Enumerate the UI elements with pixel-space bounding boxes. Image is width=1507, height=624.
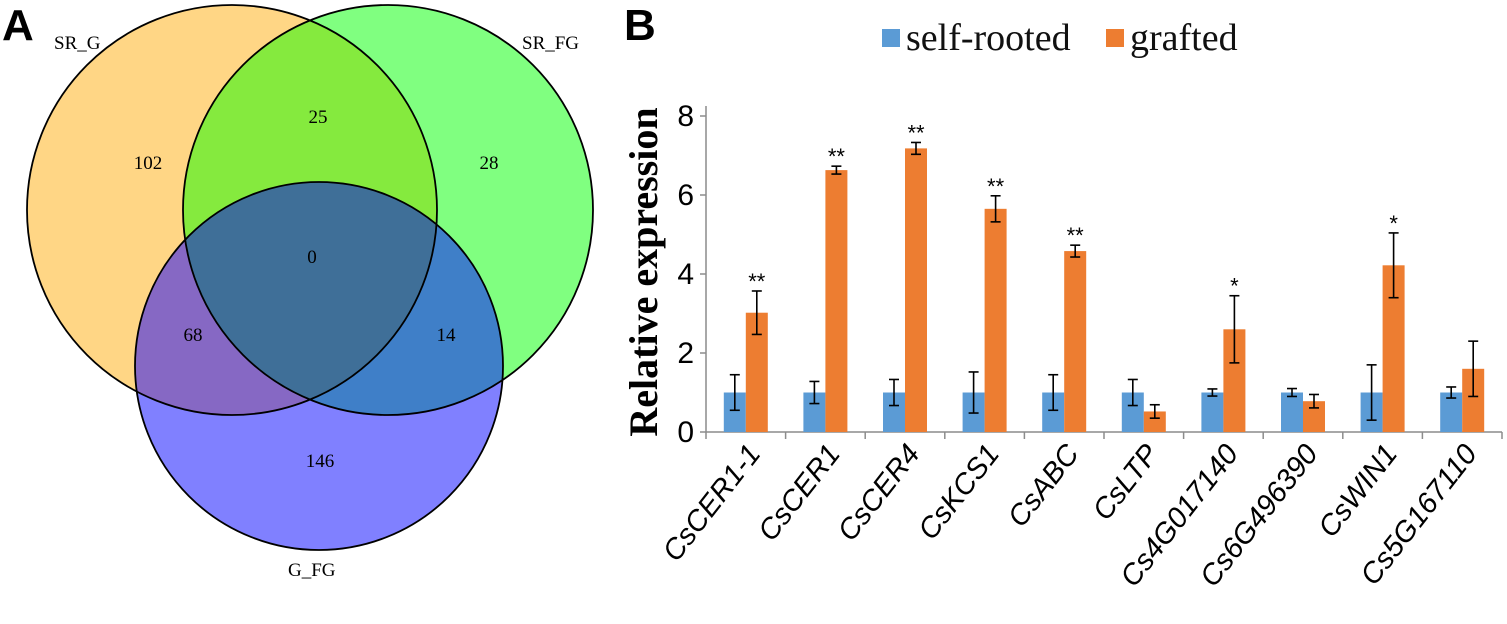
bar-grafted <box>984 208 1007 432</box>
legend-label-self-rooted: self-rooted <box>906 17 1071 59</box>
significance-mark: * <box>1389 211 1398 236</box>
venn-count-sr-g-g-fg: 68 <box>184 325 203 346</box>
bar-chart-panel: B self-rooted grafted Relative expressio… <box>621 1 1503 593</box>
x-tick-label: CsKCS1 <box>912 439 1006 546</box>
error-bar <box>1127 378 1138 407</box>
venn-count-sr-g-sr-fg: 25 <box>309 107 328 128</box>
bar-grafted <box>1462 368 1485 432</box>
significance-mark: ** <box>828 144 846 169</box>
venn-count-sr-fg-only: 28 <box>480 153 499 174</box>
error-bar <box>1229 294 1240 364</box>
bars: ************ <box>723 120 1485 433</box>
y-tick-label: 6 <box>677 179 694 212</box>
venn-panel: A SR_G SR_FG G_FG <box>2 1 594 581</box>
bar-grafted <box>745 312 768 432</box>
error-bar <box>1309 393 1319 409</box>
error-bar <box>1287 387 1297 398</box>
bar-grafted <box>905 148 927 432</box>
venn-count-all: 0 <box>307 247 317 268</box>
bar-self-rooted <box>723 392 746 432</box>
error-bar <box>809 380 820 405</box>
error-bar <box>889 378 899 407</box>
x-tick-label: CsCER1 <box>752 439 847 548</box>
bar-grafted <box>1382 265 1405 432</box>
error-bar <box>1446 386 1457 399</box>
x-tick-label: CsABC <box>1002 438 1086 533</box>
significance-mark: ** <box>987 174 1005 199</box>
bar-grafted <box>1143 411 1166 432</box>
error-bar <box>1149 403 1160 419</box>
error-bar <box>1207 388 1218 397</box>
bar-self-rooted <box>1042 392 1065 432</box>
error-bar <box>1388 232 1399 299</box>
venn-count-sr-g-only: 102 <box>134 153 163 174</box>
venn-circle-sr-g <box>26 4 438 416</box>
y-tick-label: 4 <box>677 258 694 291</box>
bar-grafted <box>1064 251 1087 432</box>
x-tick-label: CsLTP <box>1087 438 1166 526</box>
error-bar <box>831 165 842 175</box>
y-axis-title: Relative expression <box>621 107 666 436</box>
significance-mark: ** <box>748 269 766 294</box>
legend-swatch-self-rooted <box>882 29 900 47</box>
bar-self-rooted <box>803 392 826 432</box>
panel-b-label: B <box>624 1 656 50</box>
bar-grafted <box>825 170 848 433</box>
venn-set-label-g-fg: G_FG <box>288 560 336 581</box>
error-bar <box>1070 244 1081 258</box>
error-bar <box>751 290 762 336</box>
y-tick-label: 0 <box>677 416 694 449</box>
error-bar <box>1048 373 1059 412</box>
chart-legend: self-rooted grafted <box>882 17 1238 59</box>
venn-count-sr-fg-g-fg: 14 <box>437 325 457 346</box>
panel-a-label: A <box>2 1 34 50</box>
y-tick-label: 8 <box>677 100 694 133</box>
bar-self-rooted <box>1440 392 1463 432</box>
x-tick-label: CsCER1-1 <box>657 439 768 568</box>
bar-self-rooted <box>1281 392 1303 432</box>
venn-overlap-all <box>183 182 437 415</box>
bar-grafted <box>1223 329 1246 432</box>
legend-label-grafted: grafted <box>1130 17 1238 59</box>
venn-circle-g-fg <box>134 181 504 551</box>
error-bar <box>911 141 921 156</box>
bar-self-rooted <box>1121 392 1144 432</box>
y-axis: 0 2 4 6 8 <box>677 100 707 449</box>
bar-self-rooted <box>1201 392 1224 432</box>
error-bar <box>729 373 740 412</box>
bar-grafted <box>1303 401 1325 432</box>
significance-mark: * <box>1230 274 1239 299</box>
venn-count-g-fg-only: 146 <box>306 451 335 472</box>
error-bar <box>1366 364 1377 421</box>
significance-mark: ** <box>1067 223 1085 248</box>
y-tick-label: 2 <box>677 337 694 370</box>
significance-mark: ** <box>907 120 925 145</box>
venn-set-label-sr-g: SR_G <box>54 33 101 54</box>
venn-set-label-sr-fg: SR_FG <box>522 33 579 54</box>
x-tick-label: CsCER4 <box>832 439 927 548</box>
error-bar <box>1468 340 1479 398</box>
legend-swatch-grafted <box>1106 29 1124 47</box>
error-bar <box>990 194 1001 223</box>
venn-circle-sr-fg <box>182 4 594 416</box>
x-axis <box>705 431 1503 439</box>
error-bar <box>968 371 979 414</box>
bar-self-rooted <box>883 392 905 432</box>
